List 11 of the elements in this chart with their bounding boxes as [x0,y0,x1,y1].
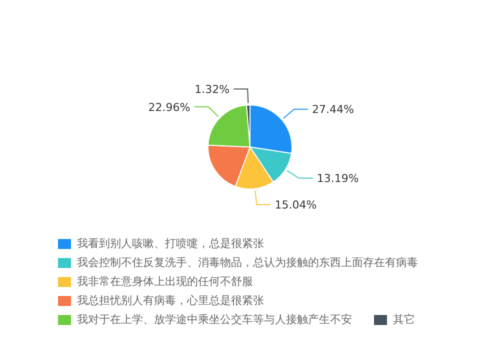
legend-label: 我总担忧别人有病毒，心里总是很紧张 [77,293,264,308]
data-label: 22.96% [148,100,190,114]
legend-label: 其它 [393,312,415,327]
legend-label: 我非常在意身体上出现的任何不舒服 [77,274,253,289]
legend-label: 我会控制不住反复洗手、消毒物品，总认为接触的东西上面存在有病毒 [77,255,418,270]
data-label: 13.19% [316,172,359,186]
legend-label: 我看到别人咳嗽、打喷嚏，总是很紧张 [77,236,264,251]
data-label: 1.32% [194,83,230,96]
data-label: 15.04% [274,198,317,212]
legend-label: 我对于在上学、放学途中乘坐公交车等与人接触产生不安 [77,312,352,327]
data-label: 27.44% [312,103,354,116]
